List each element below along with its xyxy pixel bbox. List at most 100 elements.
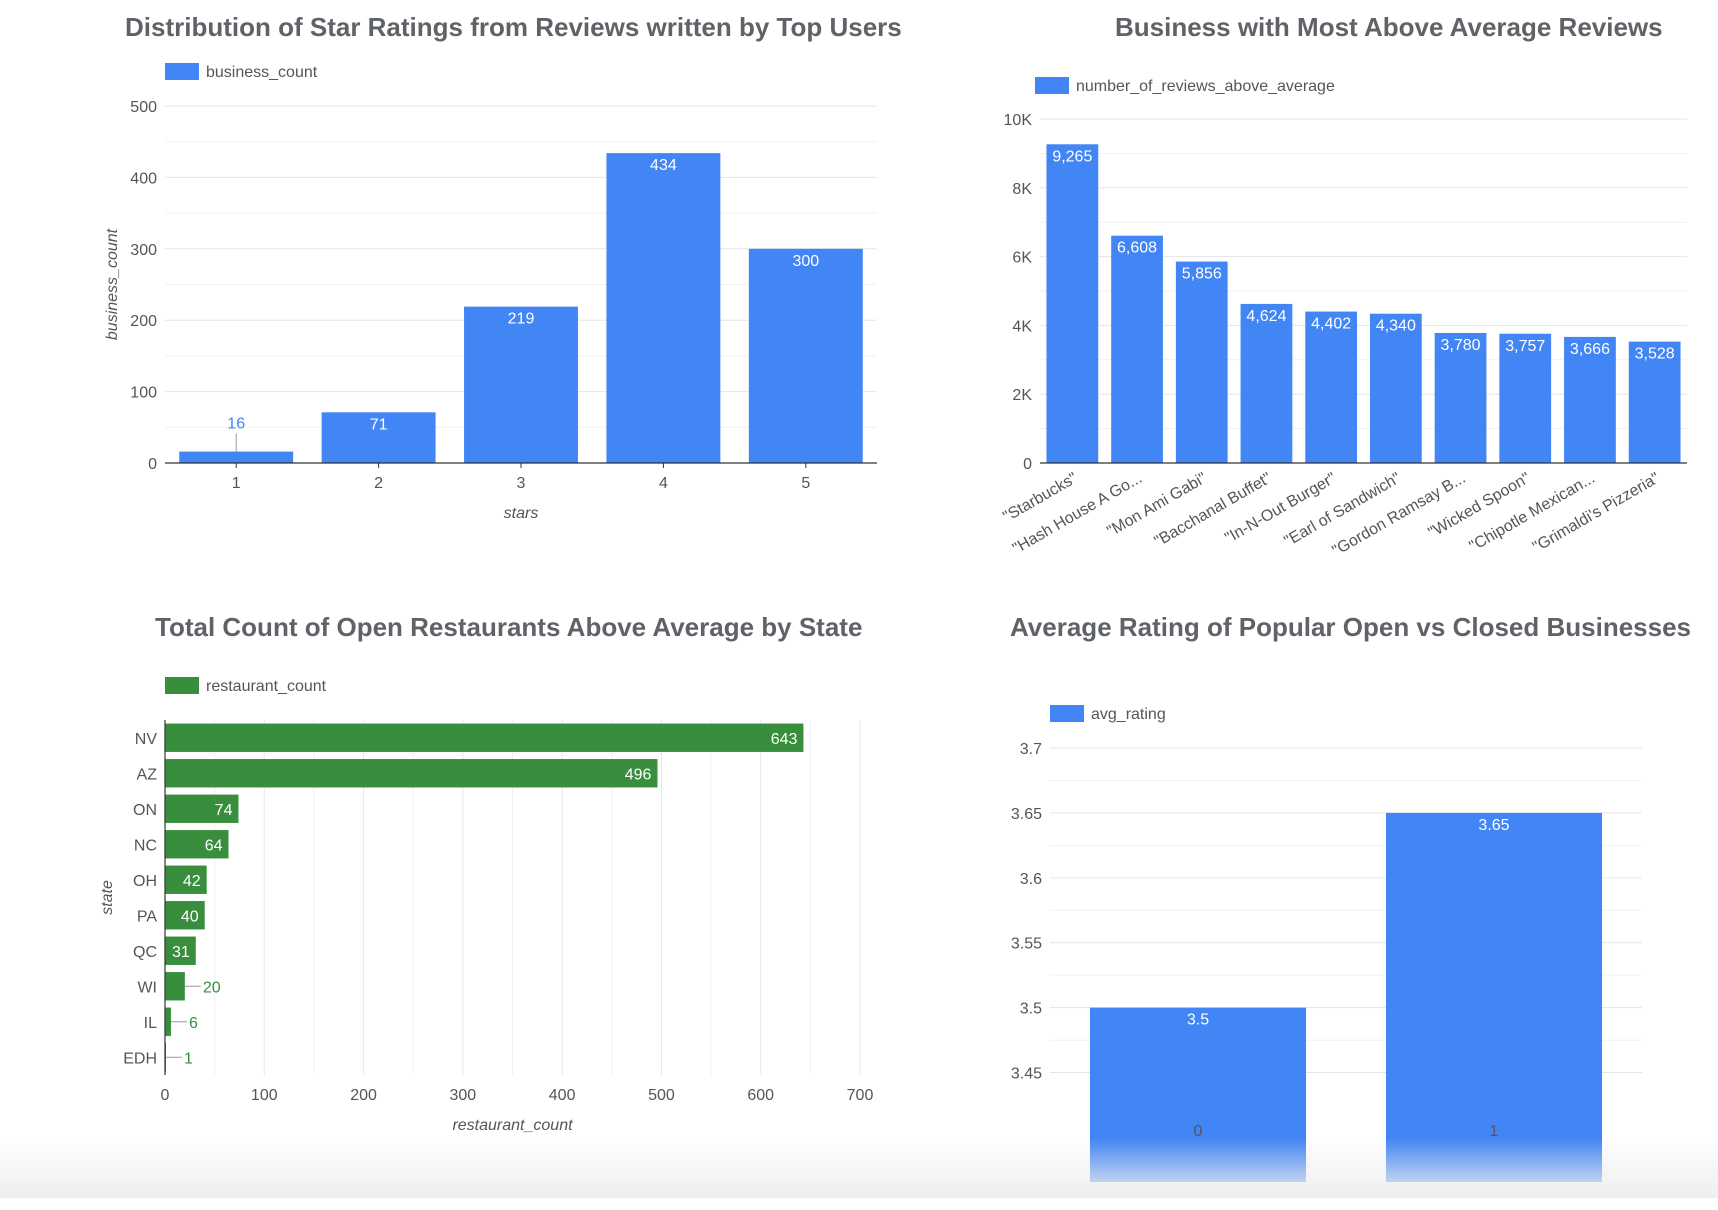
- data-label: 1: [184, 1050, 193, 1067]
- x-tick-label: 2: [374, 475, 383, 492]
- legend-swatch: [1050, 705, 1084, 722]
- chart-open-vs-closed: avg_rating 3.45 3.5 3.55 3.6 3.65 3.7 3.5 0 3.65 1: [1011, 705, 1642, 1182]
- data-label: 496: [625, 766, 652, 783]
- data-label: 3,528: [1635, 346, 1675, 363]
- legend-swatch: [1035, 77, 1069, 94]
- y-tick-label: OH: [133, 873, 157, 890]
- y-tick-label: NC: [134, 837, 157, 854]
- bar: [748, 248, 863, 463]
- y-tick-label: IL: [144, 1015, 157, 1032]
- bar: [1499, 333, 1552, 463]
- data-label: 5,856: [1182, 266, 1222, 283]
- y-tick-label: 200: [130, 313, 157, 330]
- bar: [1089, 1007, 1307, 1182]
- bar: [165, 865, 207, 894]
- legend-label: number_of_reviews_above_average: [1076, 78, 1335, 95]
- bar: [1240, 303, 1293, 463]
- y-tick-label: 3.7: [1020, 741, 1042, 758]
- y-tick-label: 3.45: [1011, 1066, 1042, 1083]
- bar: [1564, 336, 1616, 463]
- bar: [165, 794, 239, 823]
- data-label: 40: [181, 908, 199, 925]
- data-label: 300: [792, 253, 819, 270]
- data-label: 6,608: [1117, 240, 1157, 257]
- y-tick-label: PA: [137, 908, 157, 925]
- bar: [1628, 341, 1681, 463]
- bar: [464, 306, 578, 463]
- data-label: 643: [771, 731, 798, 748]
- x-tick-label: 3: [517, 475, 526, 492]
- y-tick-label: 4K: [1012, 318, 1032, 335]
- bar: [165, 1007, 171, 1036]
- chart-title-star-ratings: Distribution of Star Ratings from Review…: [125, 12, 902, 42]
- x-tick-label: 1: [1490, 1123, 1499, 1140]
- legend-swatch: [165, 677, 199, 694]
- y-tick-label: EDH: [123, 1050, 157, 1067]
- data-label: 71: [370, 416, 388, 433]
- data-label: 31: [172, 944, 190, 961]
- y-tick-label: 100: [130, 385, 157, 402]
- y-tick-label: QC: [133, 944, 157, 961]
- x-tick-label: 300: [450, 1087, 477, 1104]
- bar: [165, 936, 196, 965]
- data-label: 4,340: [1376, 318, 1416, 335]
- data-label: 74: [215, 802, 233, 819]
- x-axis-title: restaurant_count: [452, 1117, 573, 1134]
- bar: [1305, 311, 1358, 463]
- y-tick-label: 0: [1023, 456, 1032, 473]
- bar: [165, 972, 185, 1001]
- bar: [1434, 332, 1487, 463]
- data-label: 3.65: [1478, 817, 1509, 834]
- x-tick-label: 700: [847, 1087, 874, 1104]
- bar: [165, 723, 804, 752]
- legend-label: avg_rating: [1091, 706, 1166, 723]
- data-label: 64: [205, 837, 223, 854]
- bar: [179, 451, 294, 463]
- x-tick-label: 1: [232, 475, 241, 492]
- y-tick-label: NV: [135, 731, 158, 748]
- bar: [1046, 144, 1099, 463]
- y-tick-label: 10K: [1004, 112, 1033, 129]
- bar: [321, 412, 436, 463]
- y-axis-title: business_count: [104, 228, 121, 340]
- x-tick-label: 4: [659, 475, 668, 492]
- chart-most-above-average: number_of_reviews_above_average 0 2K 4K 6K 8K…: [1000, 77, 1687, 560]
- x-tick-label: 500: [648, 1087, 675, 1104]
- bar: [606, 153, 721, 463]
- y-axis-title: state: [99, 880, 116, 915]
- y-tick-label: 300: [130, 242, 157, 259]
- legend-label: business_count: [206, 64, 318, 81]
- chart-title-open-restaurants-by-state: Total Count of Open Restaurants Above Av…: [155, 612, 863, 642]
- x-tick-label: 0: [1194, 1123, 1203, 1140]
- bar: [165, 901, 205, 930]
- chart-star-ratings: business_count 0 100 200 300 400 500 16 1 71 2 219 3…: [104, 63, 877, 522]
- y-tick-label: 3.65: [1011, 806, 1042, 823]
- bar: [165, 830, 229, 859]
- y-tick-label: 3.6: [1020, 871, 1042, 888]
- data-label: 219: [508, 311, 535, 328]
- data-label: 4,624: [1246, 308, 1286, 325]
- x-tick-label: "Bacchanal Buffet": [1152, 470, 1275, 551]
- y-tick-label: AZ: [137, 766, 158, 783]
- data-label: 20: [203, 979, 221, 996]
- legend-label: restaurant_count: [206, 678, 327, 695]
- data-label: 3,666: [1570, 341, 1610, 358]
- bar: [1385, 812, 1603, 1182]
- x-tick-label: 5: [801, 475, 810, 492]
- data-label: 9,265: [1052, 148, 1092, 165]
- data-label: 3,757: [1505, 338, 1545, 355]
- data-label: 6: [189, 1015, 198, 1032]
- y-tick-label: 2K: [1012, 387, 1032, 404]
- y-tick-label: 3.5: [1020, 1001, 1042, 1018]
- bar: [165, 759, 658, 788]
- data-label: 4,402: [1311, 316, 1351, 333]
- data-label: 16: [227, 416, 245, 433]
- x-tick-label: 0: [161, 1087, 170, 1104]
- bar: [1175, 261, 1228, 463]
- data-label: 434: [650, 157, 677, 174]
- data-label: 3,780: [1441, 337, 1481, 354]
- x-tick-label: 600: [747, 1087, 774, 1104]
- x-tick-label: 200: [350, 1087, 377, 1104]
- y-tick-label: 400: [130, 170, 157, 187]
- chart-title-most-above-average: Business with Most Above Average Reviews: [1115, 12, 1663, 42]
